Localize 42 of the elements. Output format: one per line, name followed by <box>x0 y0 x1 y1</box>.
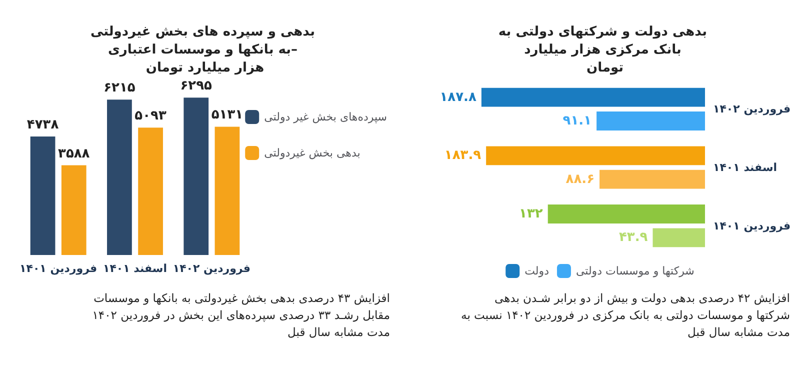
data-label: ۴۷۳۸ <box>26 118 59 133</box>
bar <box>486 146 705 166</box>
data-label: ۳۵۸۸ <box>58 146 90 162</box>
data-label: ۱۳۲ <box>519 206 543 222</box>
data-label: ۵۱۳۱ <box>211 108 244 123</box>
x-tick-label: اسفند ۱۴۰۱ <box>102 262 168 275</box>
text: مدت مشابه سال قبل <box>686 324 790 341</box>
data-label: ۹۱.۱ <box>562 113 592 128</box>
data-label: ۵۰۹۳ <box>134 108 166 124</box>
bar <box>596 112 705 130</box>
legend-label: بدهی بخش غیردولتی <box>264 146 360 160</box>
legend-label: شرکتها و موسسات دولتی <box>576 264 694 278</box>
text: افزایش ۴۳ درصدی بدهی بخش غیردولتی به بانکها و موسسات <box>92 290 390 307</box>
bar <box>481 88 705 107</box>
data-label: ۱۸۳.۹ <box>444 148 482 164</box>
bar <box>214 126 240 255</box>
text: مقابل رشـد ۳۳ درصدی سپرده‌های این بخش در فروردین ۱۴۰۲ <box>91 307 390 324</box>
bar <box>548 204 705 224</box>
bar <box>138 128 163 255</box>
data-label: ۶۲۱۵ <box>104 80 136 96</box>
y-tick-label: فروردین ۱۴۰۱ <box>713 219 791 232</box>
data-label: ۸۸.۶ <box>566 172 595 187</box>
bar <box>107 100 132 255</box>
legend-label: دولت <box>524 264 550 278</box>
text: افزایش ۴۲ درصدی بدهی دولت و بیش از دو برابر شـدن بدهی <box>494 290 790 307</box>
legend-label: سپرده‌های بخش غیر دولتی <box>264 110 388 124</box>
data-label: ۶۲۹۵ <box>180 78 212 94</box>
bar <box>61 165 86 255</box>
y-tick-label: اسفند ۱۴۰۱ <box>713 161 778 174</box>
data-label: ۴۳.۹ <box>618 230 648 246</box>
text: شرکتها و موسسات دولتی به بانک مرکزی در فروردین ۱۴۰۲ نسبت به <box>460 307 790 324</box>
bar <box>30 136 56 255</box>
data-label: ۱۸۷.۸ <box>440 90 476 105</box>
bar <box>184 98 209 255</box>
chart-title: بدهی دولت و شرکتهای دولتی به بانک مرکزی هزار میلیارد تومان <box>498 24 712 76</box>
bar <box>600 170 705 189</box>
y-tick-label: فروردین ۱۴۰۲ <box>713 102 791 116</box>
x-tick-label: فروردین ۱۴۰۲ <box>172 262 250 275</box>
text: مدت مشابه سال قبل <box>286 324 390 341</box>
chart-title: بدهی و سپرده های بخش غیردولتی به بانکها و موسسات اعتباری– هزار میلیارد تومان <box>90 24 320 76</box>
x-tick-label: فروردین ۱۴۰۱ <box>20 262 98 275</box>
bar <box>652 228 705 248</box>
